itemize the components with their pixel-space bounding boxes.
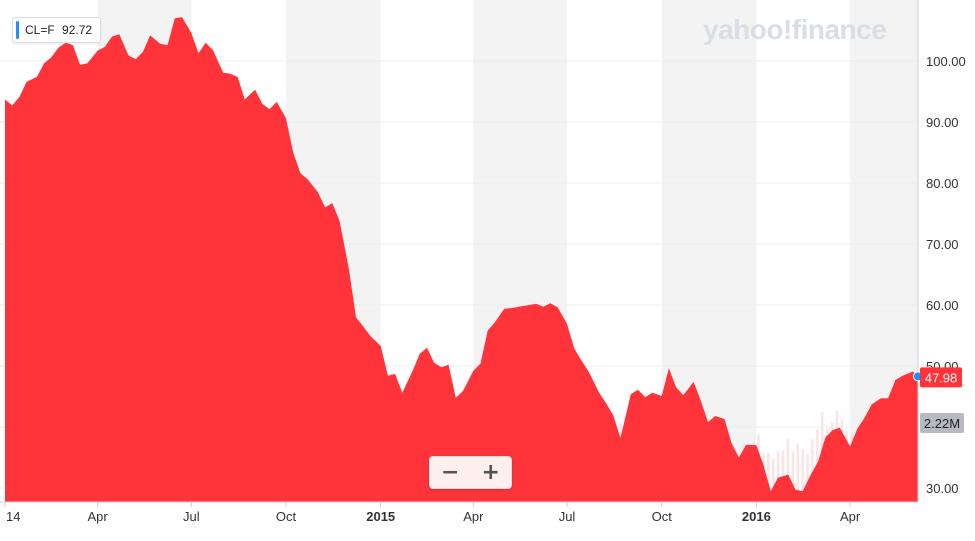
- volume-bar: [811, 439, 814, 500]
- volume-bar: [781, 450, 785, 500]
- volume-bar: [801, 448, 804, 500]
- x-tick-label: Apr: [840, 509, 861, 524]
- y-tick-label: 90.00: [926, 115, 959, 130]
- x-tick-label: 2015: [366, 509, 395, 524]
- price-area-series: [5, 17, 918, 502]
- x-tick-label: Jul: [559, 509, 576, 524]
- y-tick-label: 70.00: [926, 237, 959, 252]
- volume-bar: [767, 452, 770, 500]
- volume-bar: [786, 438, 790, 500]
- zoom-in-button[interactable]: +: [473, 458, 509, 487]
- x-tick-label: 14: [6, 509, 20, 524]
- volume-bar: [806, 454, 809, 500]
- volume-label-bg: [920, 413, 964, 433]
- volume-bar: [791, 451, 795, 500]
- y-tick-label: 30.00: [926, 481, 959, 496]
- volume-label: 2.22M: [924, 416, 960, 431]
- ticker-badge[interactable]: CL=F 92.72: [12, 17, 102, 43]
- x-tick-label: Jul: [183, 509, 200, 524]
- x-tick-label: 2016: [742, 509, 771, 524]
- y-tick-label: 100.00: [926, 54, 966, 69]
- last-price-label-bg: [920, 367, 962, 388]
- y-tick-label: 60.00: [926, 298, 959, 313]
- volume-bar: [796, 443, 799, 500]
- x-tick-label: Oct: [276, 509, 297, 524]
- zoom-out-button[interactable]: −: [432, 458, 468, 487]
- volume-bar: [776, 451, 780, 500]
- volume-bar: [771, 459, 775, 500]
- x-tick-label: Oct: [652, 509, 673, 524]
- last-price-label: 47.98: [925, 370, 958, 385]
- zoom-controls: − +: [429, 456, 512, 489]
- x-tick-label: Apr: [88, 509, 109, 524]
- series-color-marker: [16, 21, 19, 39]
- ticker-value: 92.72: [62, 23, 93, 37]
- x-tick-label: Apr: [463, 509, 484, 524]
- y-tick-label: 80.00: [926, 176, 959, 191]
- yahoo-finance-logo: yahoo!finance: [703, 14, 887, 45]
- ticker-symbol: CL=F: [25, 23, 55, 37]
